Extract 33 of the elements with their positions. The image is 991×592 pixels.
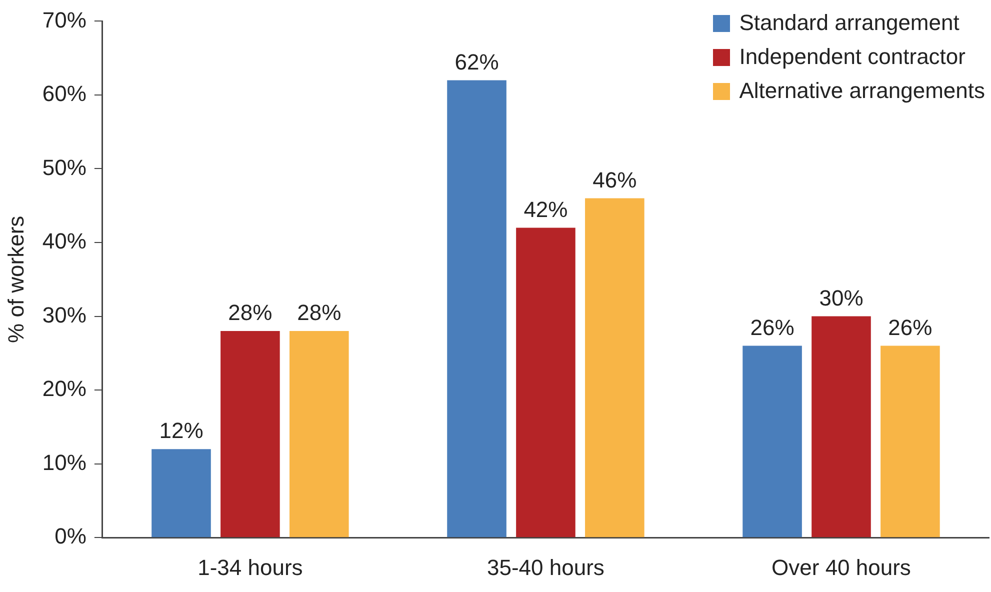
text: 26% <box>750 314 794 340</box>
bar <box>290 331 349 538</box>
bar <box>447 80 506 538</box>
text: 42% <box>524 196 568 222</box>
y-axis-title: % of workers <box>3 216 28 343</box>
x-tick-label: Over 40 hours <box>772 554 911 580</box>
text: 28% <box>297 300 342 326</box>
legend-label: Independent contractor <box>739 43 966 71</box>
legend-label: Standard arrangement <box>739 9 960 37</box>
text: 26% <box>888 314 932 340</box>
y-tick-label: 20% <box>42 376 86 402</box>
text: 12% <box>159 418 204 444</box>
text: 30% <box>819 285 864 310</box>
legend-label: Alternative arrangements <box>739 77 985 105</box>
y-tick-label: 40% <box>42 228 86 254</box>
y-tick-label: 50% <box>42 154 86 180</box>
bar <box>516 228 576 538</box>
y-tick-label: 10% <box>42 450 86 475</box>
x-tick-label: 35-40 hours <box>487 554 604 580</box>
y-tick-label: 60% <box>42 81 86 106</box>
bar <box>585 198 644 538</box>
bar <box>220 331 280 538</box>
text: 46% <box>592 167 637 192</box>
x-tick-label: 1-34 hours <box>198 554 303 580</box>
bar <box>152 449 211 538</box>
bar <box>812 316 871 538</box>
y-tick-label: 30% <box>42 302 86 328</box>
text: 62% <box>454 49 499 74</box>
bar <box>880 346 940 538</box>
y-tick-label: 70% <box>42 7 86 32</box>
bar <box>742 346 802 538</box>
text: 28% <box>228 300 272 326</box>
y-tick-label: 0% <box>54 524 86 549</box>
